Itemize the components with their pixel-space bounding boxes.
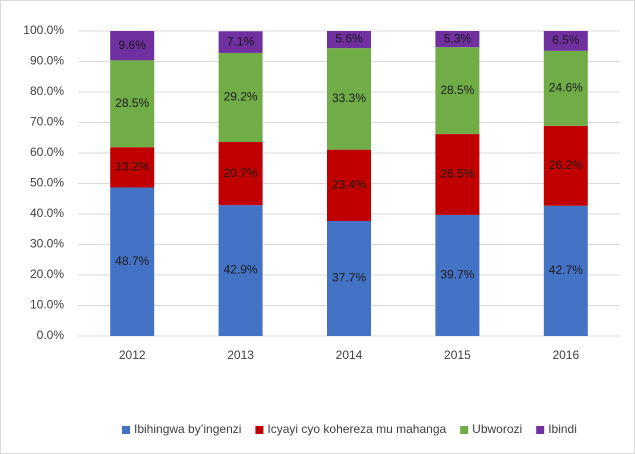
bar-segment	[543, 125, 588, 206]
data-label: 9.6%	[119, 38, 147, 52]
bar-segment	[110, 31, 155, 61]
bar-segment	[543, 31, 588, 51]
data-label: 26.2%	[549, 158, 583, 172]
legend-label: Ibindi	[548, 422, 577, 436]
bar-segment	[327, 221, 371, 336]
bar-segment	[327, 48, 371, 150]
bar-segment	[218, 142, 263, 206]
data-label: 7.1%	[227, 34, 255, 48]
data-label: 29.2%	[224, 90, 258, 104]
data-label: 37.7%	[332, 271, 366, 285]
data-label: 5.3%	[444, 31, 472, 45]
bar-segment	[218, 52, 263, 143]
legend-label: Ibihingwa by’ingenzi	[134, 422, 241, 436]
legend-label: Icyayi cyo kohereza mu mahanga	[267, 422, 446, 436]
bar-segment	[435, 214, 480, 336]
bar-segment	[110, 60, 155, 148]
data-label: 28.5%	[115, 96, 149, 110]
x-tick-label: 2015	[444, 348, 471, 362]
data-label: 26.5%	[440, 167, 474, 181]
x-tick-label: 2012	[119, 348, 146, 362]
legend-label: Ubworozi	[472, 422, 522, 436]
bar-segment	[327, 31, 371, 49]
bar-segment	[543, 205, 588, 336]
y-tick-label: 100.0%	[23, 23, 64, 37]
legend-swatch	[122, 426, 130, 434]
bar-segment	[110, 187, 155, 336]
data-label: 28.5%	[440, 83, 474, 97]
data-label: 42.7%	[549, 263, 583, 277]
data-label: 5.6%	[335, 32, 363, 46]
bar-segment	[218, 31, 263, 53]
y-tick-label: 10.0%	[30, 298, 64, 312]
y-tick-label: 80.0%	[30, 84, 64, 98]
x-tick-label: 2016	[552, 348, 579, 362]
x-tick-label: 2013	[227, 348, 254, 362]
x-tick-label: 2014	[336, 348, 363, 362]
bar-segment	[435, 47, 480, 135]
data-label: 20.7%	[224, 166, 258, 180]
y-tick-label: 50.0%	[30, 176, 64, 190]
legend-swatch	[255, 426, 264, 434]
data-label: 23.4%	[332, 178, 366, 192]
legend-swatch	[536, 426, 545, 434]
bar-segment	[110, 147, 155, 188]
bar-segment	[435, 134, 480, 215]
y-tick-label: 90.0%	[30, 54, 64, 68]
bar-segment	[327, 149, 371, 222]
bar-segment	[543, 50, 588, 126]
y-tick-label: 40.0%	[30, 206, 64, 220]
data-label: 48.7%	[115, 254, 149, 268]
bar-segment	[218, 205, 263, 336]
data-label: 13.2%	[115, 160, 149, 174]
y-tick-label: 60.0%	[30, 145, 64, 159]
bar-segment	[435, 31, 480, 48]
legend-swatch	[460, 426, 469, 434]
data-label: 42.9%	[224, 263, 258, 277]
data-label: 33.3%	[332, 91, 366, 105]
y-tick-label: 70.0%	[30, 115, 64, 129]
y-tick-label: 0.0%	[37, 328, 65, 342]
data-label: 6.5%	[552, 33, 580, 47]
data-label: 39.7%	[440, 268, 474, 282]
data-label: 24.6%	[549, 81, 583, 95]
y-tick-label: 20.0%	[30, 267, 64, 281]
y-tick-label: 30.0%	[30, 237, 64, 251]
